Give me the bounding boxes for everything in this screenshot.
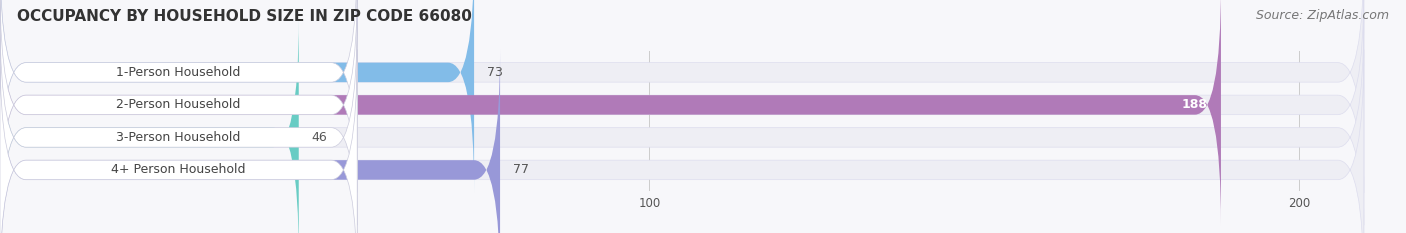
Text: 73: 73 — [486, 66, 503, 79]
Text: 3-Person Household: 3-Person Household — [117, 131, 240, 144]
Text: 2-Person Household: 2-Person Household — [117, 98, 240, 111]
Text: 188: 188 — [1182, 98, 1208, 111]
FancyBboxPatch shape — [0, 0, 357, 225]
FancyBboxPatch shape — [0, 0, 1220, 225]
FancyBboxPatch shape — [0, 0, 1364, 193]
FancyBboxPatch shape — [0, 0, 474, 193]
Text: 46: 46 — [312, 131, 328, 144]
Text: 77: 77 — [513, 163, 529, 176]
FancyBboxPatch shape — [0, 17, 357, 233]
FancyBboxPatch shape — [0, 50, 1364, 233]
FancyBboxPatch shape — [0, 0, 1364, 225]
FancyBboxPatch shape — [0, 17, 1364, 233]
FancyBboxPatch shape — [0, 50, 501, 233]
Text: 4+ Person Household: 4+ Person Household — [111, 163, 246, 176]
Text: 1-Person Household: 1-Person Household — [117, 66, 240, 79]
FancyBboxPatch shape — [0, 17, 298, 233]
Text: OCCUPANCY BY HOUSEHOLD SIZE IN ZIP CODE 66080: OCCUPANCY BY HOUSEHOLD SIZE IN ZIP CODE … — [17, 9, 472, 24]
FancyBboxPatch shape — [0, 50, 357, 233]
FancyBboxPatch shape — [0, 0, 357, 193]
Text: Source: ZipAtlas.com: Source: ZipAtlas.com — [1256, 9, 1389, 22]
